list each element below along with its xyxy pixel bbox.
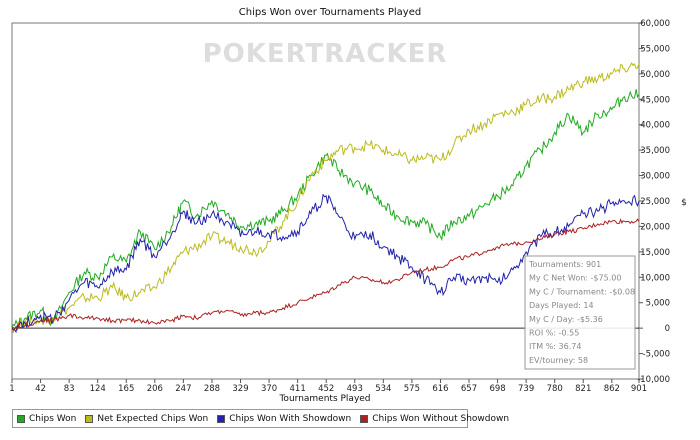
legend-swatch: [217, 414, 226, 423]
x-axis-label: Tournaments Played: [278, 394, 370, 404]
x-tick-label: 862: [604, 384, 620, 394]
legend-swatch: [17, 414, 25, 423]
legend-label: Chips Won: [29, 413, 77, 424]
legend-item: Chips Won With Showdown: [217, 414, 351, 424]
y-tick-label: 55,000: [640, 44, 670, 54]
tooltip-line: My C / Tournament: -$0.08: [529, 287, 635, 296]
x-tick-label: 411: [290, 384, 306, 394]
x-tick-label: 288: [204, 384, 220, 394]
y-tick-label: 30,000: [640, 172, 670, 182]
y-tick-label: 35,000: [640, 146, 670, 156]
series-group: [11, 61, 640, 334]
x-tick-label: 1: [9, 384, 14, 394]
x-tick-label: 493: [347, 384, 363, 394]
tooltip-line: EV/tourney: 58: [529, 356, 588, 365]
y-tick-label: 50,000: [640, 70, 670, 80]
x-tick-label: 575: [404, 384, 420, 394]
legend-swatch: [85, 414, 94, 423]
watermark: POKERTRACKER: [203, 39, 448, 69]
y-tick-label: 40,000: [640, 121, 670, 131]
y-tick-label: 60,000: [640, 19, 670, 29]
chart-title: Chips Won over Tournaments Played: [239, 7, 421, 18]
x-axis: 1 42 83 124 165 206 247 288 329 370 411 452 493 534 57…: [9, 379, 647, 394]
tooltip-line: ROI %: -0.55: [529, 329, 579, 338]
x-tick-label: 452: [318, 384, 334, 394]
legend-item: Chips Won: [17, 414, 76, 424]
y-tick-label: 20,000: [640, 222, 670, 232]
x-tick-label: 329: [232, 384, 248, 394]
tooltip-line: Days Played: 14: [529, 301, 594, 310]
x-tick-label: 370: [261, 384, 277, 394]
y-tick-label: 45,000: [640, 95, 670, 105]
legend-label: Net Expected Chips Won: [97, 413, 209, 424]
tooltip-box: [524, 255, 636, 370]
legend-label: Chips Won Without Showdown: [372, 413, 510, 424]
x-tick-label: 698: [489, 384, 505, 394]
watermark-text: POKERTRACKER: [203, 39, 448, 69]
legend-item: Chips Won Without Showdown: [360, 414, 509, 424]
series-line-chips-won-with-showdown: [11, 193, 640, 334]
series-line-net-expected-chips-won: [11, 61, 640, 334]
x-tick-label: 901: [631, 384, 647, 394]
x-tick-label: 83: [64, 384, 75, 394]
tooltip-line: ITM %: 36.74: [529, 342, 581, 351]
legend-swatch: [360, 414, 369, 423]
y-tick-label: 15,000: [640, 248, 670, 258]
x-tick-label: 124: [90, 384, 106, 394]
x-tick-label: 165: [118, 384, 134, 394]
y-axis: -10,000 -5,000 0 5,000 10,000 15,000 20,000 25,…: [637, 19, 670, 385]
x-tick-label: 247: [175, 384, 191, 394]
legend-label: Chips Won With Showdown: [229, 413, 352, 424]
stats-tooltip: Tournaments: 901 My C Net Won: -$75.00 My …: [524, 255, 636, 370]
y-tick-label: 25,000: [640, 197, 670, 207]
y-tick-label: -5,000: [643, 350, 670, 360]
tooltip-line: Tournaments: 901: [528, 260, 601, 269]
y-tick-label: 0: [665, 324, 670, 334]
legend: Chips Won Net Expected Chips Won Chips Won…: [12, 409, 509, 428]
x-tick-label: 616: [432, 384, 448, 394]
tooltip-line: My C Net Won: -$75.00: [529, 274, 621, 283]
x-tick-label: 206: [147, 384, 163, 394]
y-axis-unit: $: [681, 198, 687, 208]
x-tick-label: 780: [547, 384, 563, 394]
y-tick-label: 5,000: [646, 299, 670, 309]
series-line-chips-won: [11, 89, 640, 329]
x-tick-label: 534: [375, 384, 391, 394]
series-line-chips-won-without-showdown: [11, 218, 640, 331]
legend-item: Net Expected Chips Won: [85, 414, 208, 424]
x-tick-label: 42: [35, 384, 46, 394]
y-tick-label: -10,000: [637, 375, 670, 385]
x-tick-label: 821: [575, 384, 591, 394]
y-tick-label: 10,000: [640, 273, 670, 283]
x-tick-label: 739: [518, 384, 534, 394]
x-tick-label: 657: [461, 384, 477, 394]
tooltip-line: My C / Day: -$5.36: [529, 315, 603, 324]
